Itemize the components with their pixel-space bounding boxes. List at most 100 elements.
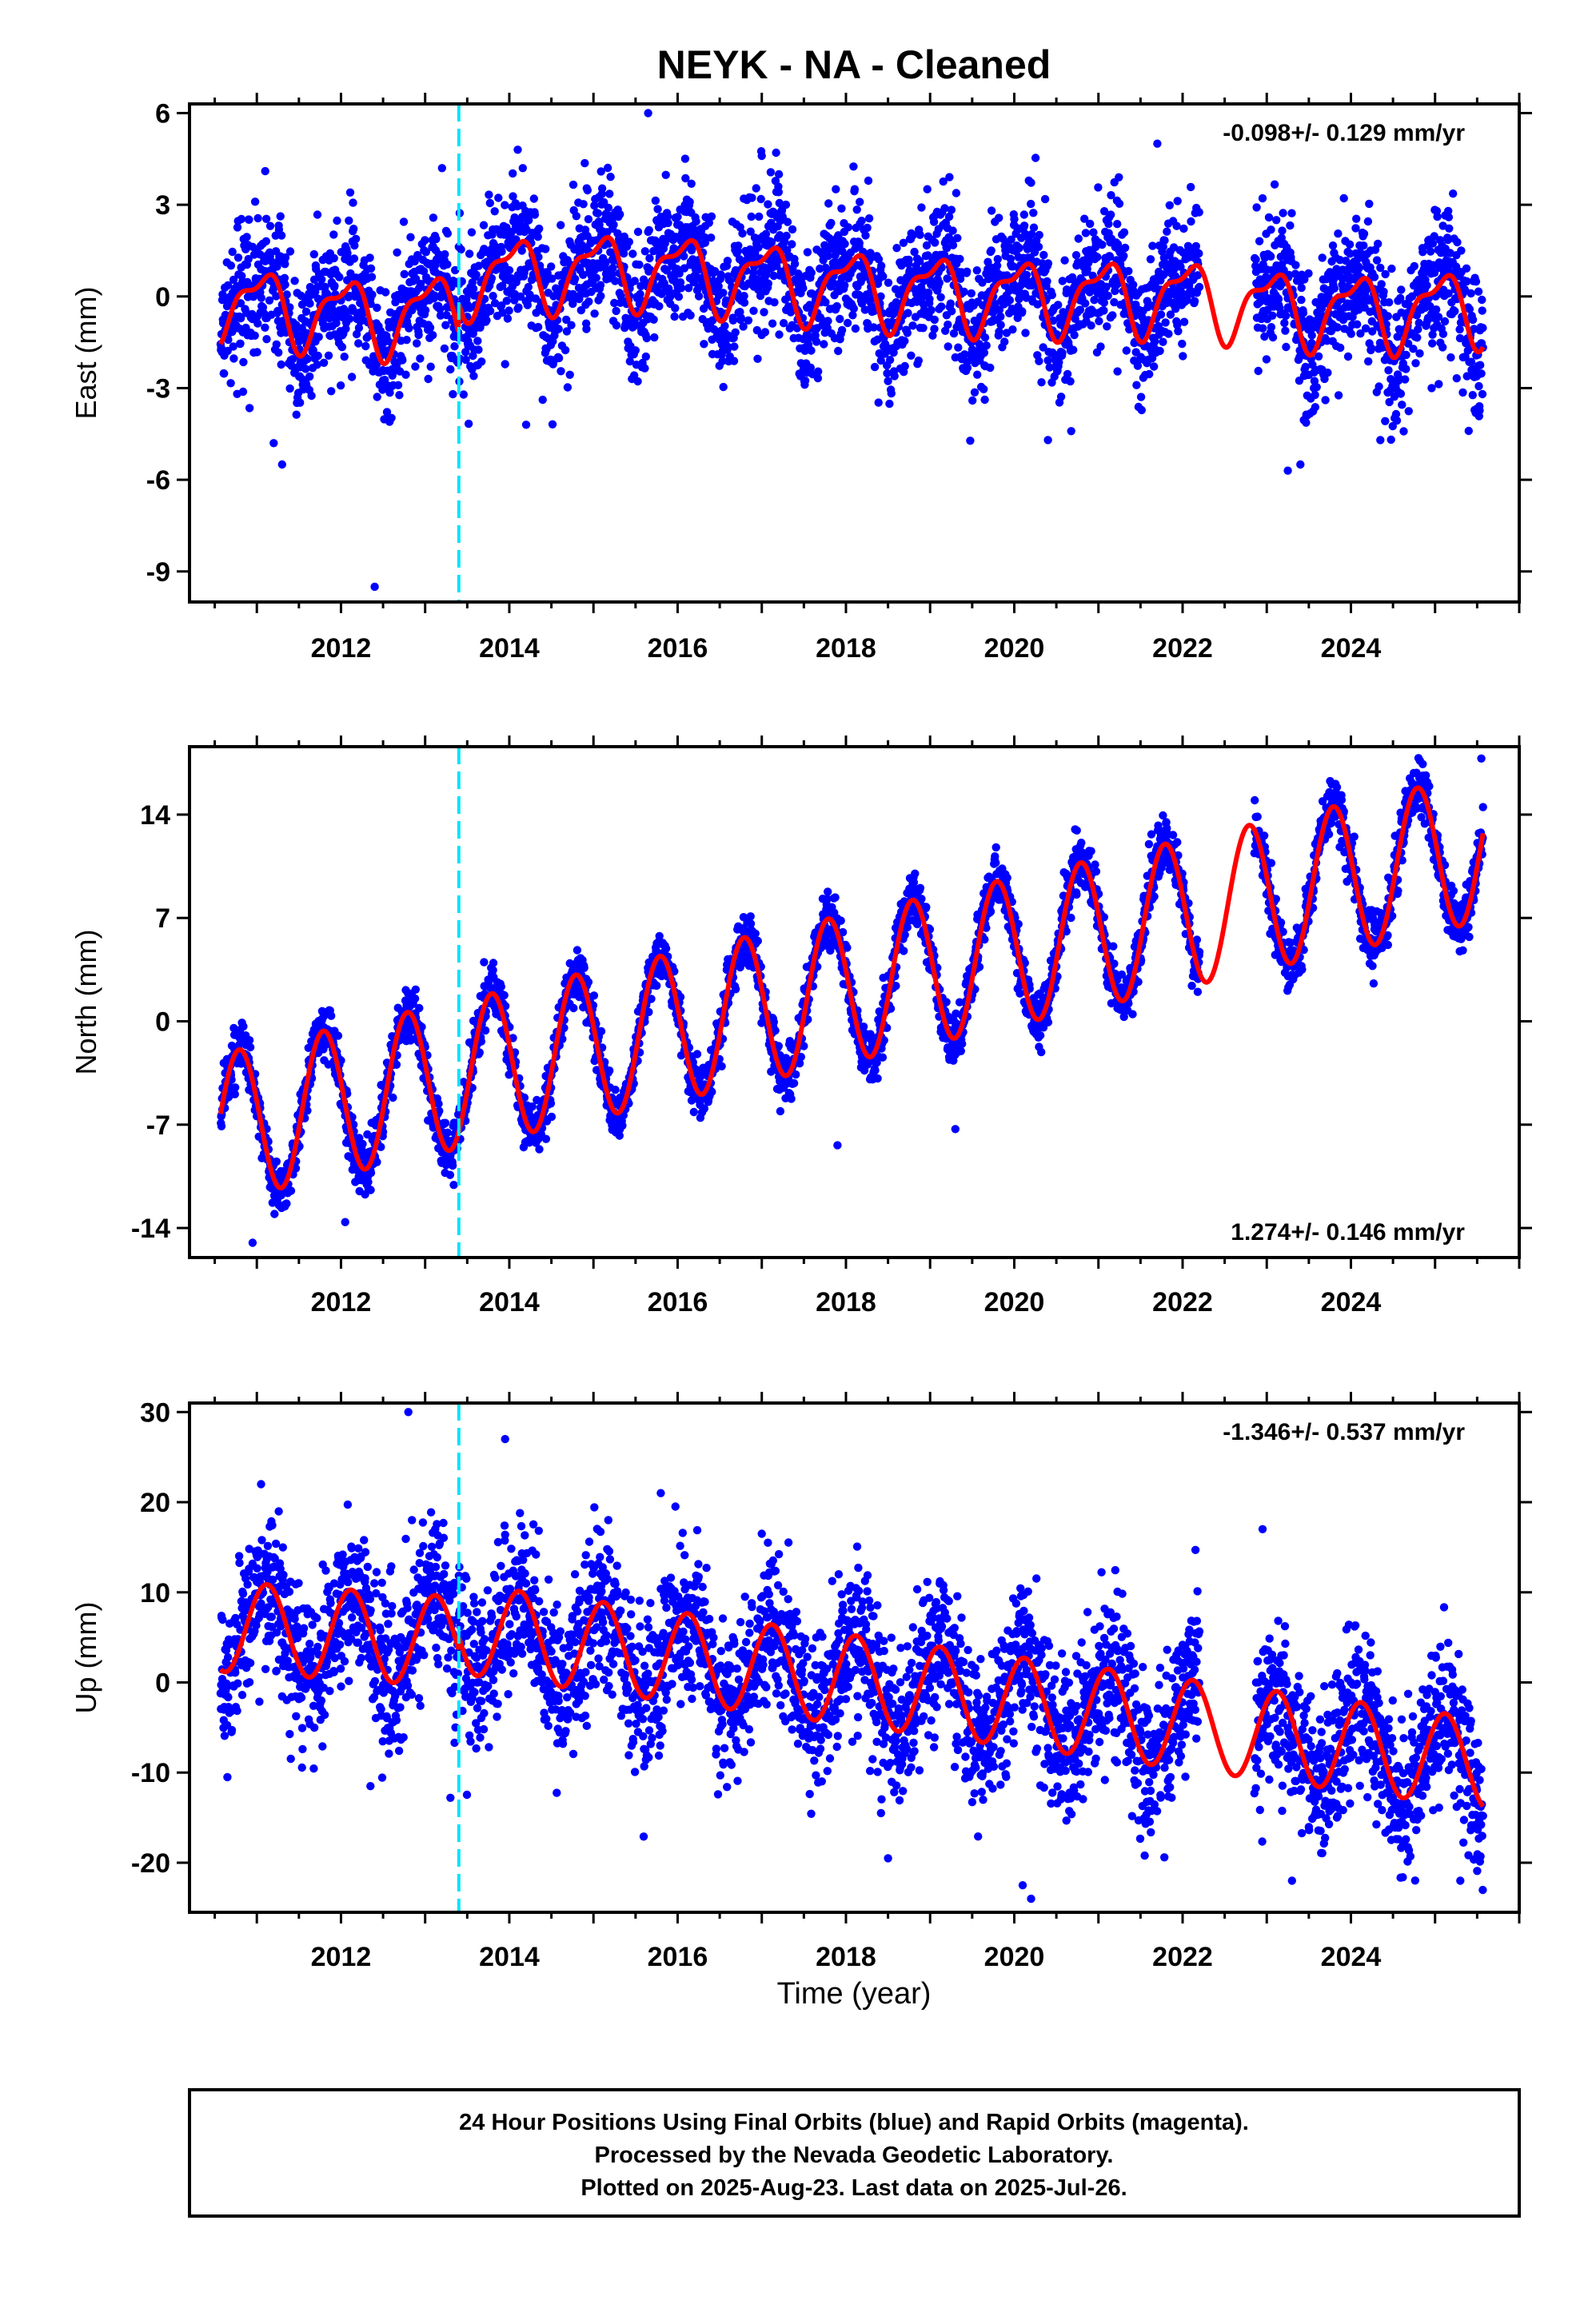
data-point <box>653 205 661 213</box>
data-point <box>1359 241 1367 249</box>
data-point <box>681 154 689 162</box>
data-point <box>1474 382 1482 390</box>
data-point <box>1365 200 1373 208</box>
data-point <box>352 235 360 243</box>
data-point <box>1123 346 1131 354</box>
data-point <box>1469 391 1477 399</box>
data-point <box>791 260 799 268</box>
data-point <box>915 357 923 365</box>
data-point <box>555 354 563 362</box>
data-point <box>457 245 465 253</box>
data-point <box>557 367 565 375</box>
data-point <box>333 217 341 225</box>
data-point <box>566 371 574 379</box>
data-point <box>245 404 253 412</box>
data-point <box>644 109 652 117</box>
chart-title: NEYK - NA - Cleaned <box>657 42 1051 87</box>
data-point <box>315 333 323 341</box>
data-point <box>635 261 643 269</box>
data-point <box>1472 277 1480 285</box>
data-point <box>449 1162 457 1170</box>
data-point <box>1069 346 1077 354</box>
data-point <box>1319 253 1327 261</box>
data-point <box>645 254 653 262</box>
data-point <box>1179 352 1187 360</box>
data-point <box>227 261 235 269</box>
data-point <box>649 316 657 324</box>
data-point <box>480 221 488 229</box>
data-point <box>302 308 310 316</box>
data-point <box>1178 340 1186 348</box>
data-point <box>1397 285 1405 293</box>
y-tick-label: -3 <box>146 373 170 404</box>
data-point <box>1076 305 1084 313</box>
data-point <box>980 396 988 404</box>
data-point <box>986 364 994 372</box>
data-point <box>441 250 449 258</box>
data-point <box>1331 285 1339 293</box>
data-point <box>389 1094 397 1102</box>
data-point <box>1334 323 1342 331</box>
data-point <box>1302 419 1310 427</box>
data-point <box>949 241 957 249</box>
data-point <box>981 333 989 341</box>
data-point <box>421 236 429 244</box>
data-point <box>1379 288 1387 296</box>
data-point <box>886 356 894 364</box>
data-point <box>732 329 740 337</box>
data-point <box>857 217 865 225</box>
data-point <box>1371 273 1379 281</box>
data-point <box>973 371 981 379</box>
data-point <box>387 414 395 422</box>
data-point <box>925 295 933 303</box>
data-point <box>281 281 289 289</box>
data-point <box>1044 259 1052 267</box>
data-point <box>341 353 349 361</box>
data-point <box>285 385 293 393</box>
data-point <box>443 261 451 269</box>
data-point <box>567 321 575 329</box>
data-point <box>1119 252 1127 260</box>
data-point <box>1021 329 1029 337</box>
data-point <box>426 324 434 332</box>
data-point <box>489 966 497 974</box>
data-point <box>307 392 315 400</box>
data-point <box>1160 237 1168 245</box>
data-point <box>473 337 481 345</box>
data-point <box>481 1026 489 1034</box>
data-point <box>253 348 261 356</box>
data-point <box>1063 370 1071 378</box>
data-point <box>1291 261 1299 269</box>
data-point <box>1174 197 1182 205</box>
data-point <box>1427 384 1435 392</box>
data-point <box>856 239 864 247</box>
y-tick-label: 3 <box>155 190 170 221</box>
data-point <box>246 1043 254 1051</box>
data-point <box>401 371 409 379</box>
data-point <box>1299 309 1307 317</box>
data-point <box>1008 325 1016 333</box>
data-point <box>1304 269 1312 277</box>
data-point <box>917 203 925 211</box>
data-point <box>1465 427 1473 435</box>
data-point <box>716 270 724 278</box>
data-point <box>348 373 356 381</box>
data-point <box>758 152 766 160</box>
data-point <box>486 307 494 315</box>
data-point <box>931 316 939 324</box>
data-point <box>573 212 581 220</box>
data-point <box>345 217 353 225</box>
data-point <box>904 329 912 337</box>
data-point <box>266 222 274 230</box>
data-point <box>724 257 732 265</box>
data-point <box>282 1199 290 1207</box>
data-point <box>497 983 505 991</box>
data-point <box>1263 355 1271 363</box>
data-point <box>768 320 776 328</box>
data-point <box>643 334 651 342</box>
data-point <box>1147 255 1155 263</box>
data-point <box>652 197 660 205</box>
data-point <box>277 212 285 220</box>
data-point <box>1048 291 1056 299</box>
